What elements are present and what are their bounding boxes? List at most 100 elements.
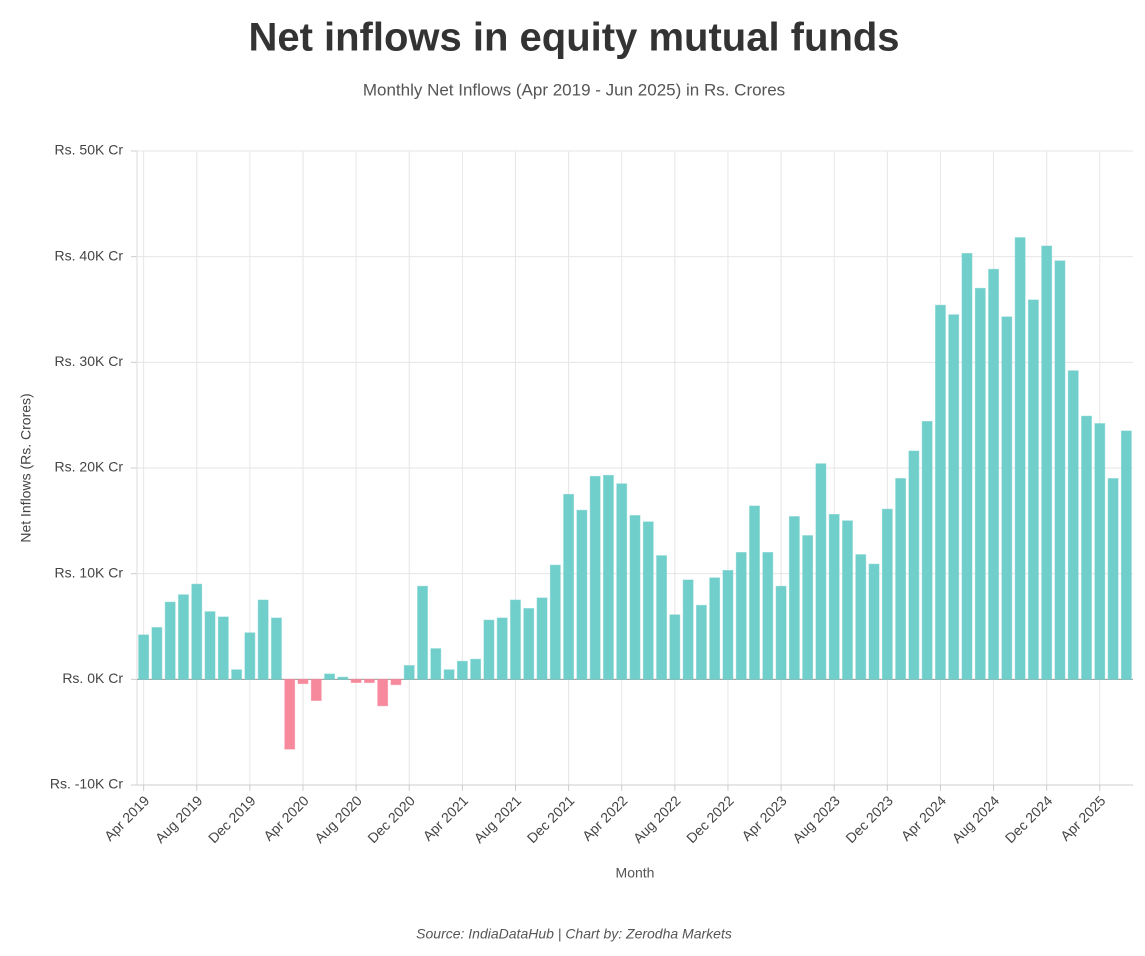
bar bbox=[695, 604, 707, 680]
bar bbox=[935, 304, 946, 680]
bar bbox=[722, 569, 734, 680]
bar bbox=[244, 632, 256, 680]
bar bbox=[1081, 415, 1092, 680]
bar bbox=[1027, 299, 1039, 680]
bar bbox=[629, 515, 641, 680]
bar bbox=[576, 509, 588, 680]
bar bbox=[324, 673, 335, 680]
bar bbox=[895, 478, 907, 680]
bar bbox=[390, 678, 402, 686]
bar bbox=[443, 669, 455, 680]
y-tick-label: Rs. 50K Cr bbox=[55, 142, 124, 158]
bar bbox=[616, 483, 628, 680]
bar bbox=[802, 535, 814, 680]
bar bbox=[496, 617, 508, 680]
y-tick-label: Rs. 20K Cr bbox=[55, 459, 124, 475]
bar bbox=[735, 552, 747, 680]
x-tick-label: Dec 2020 bbox=[364, 792, 418, 846]
bar bbox=[456, 660, 468, 680]
x-tick-label: Aug 2023 bbox=[789, 792, 843, 846]
bar bbox=[151, 627, 163, 680]
bar bbox=[842, 520, 853, 680]
x-tick-label: Apr 2022 bbox=[579, 792, 631, 844]
x-tick-label: Apr 2023 bbox=[738, 792, 790, 844]
bar bbox=[1107, 478, 1119, 680]
bar bbox=[589, 475, 601, 680]
bar bbox=[430, 648, 442, 680]
bar bbox=[656, 555, 667, 680]
bar bbox=[337, 676, 349, 680]
source-note: Source: IndiaDataHub | Chart by: Zerodha… bbox=[416, 926, 732, 942]
x-tick-label: Dec 2022 bbox=[683, 792, 737, 846]
bar bbox=[709, 577, 721, 680]
bar bbox=[749, 505, 760, 680]
bar bbox=[138, 634, 150, 680]
bar bbox=[1054, 260, 1066, 680]
bar bbox=[603, 474, 614, 680]
x-tick-label: Dec 2024 bbox=[1002, 792, 1056, 846]
bar bbox=[775, 585, 787, 680]
bar bbox=[310, 678, 322, 701]
bar bbox=[1120, 430, 1132, 680]
bar bbox=[669, 614, 681, 680]
bar bbox=[1001, 316, 1013, 680]
bar bbox=[271, 617, 282, 680]
x-tick-label: Apr 2024 bbox=[898, 792, 950, 844]
bar bbox=[523, 608, 535, 680]
bar bbox=[164, 601, 176, 680]
x-tick-label: Aug 2021 bbox=[471, 792, 525, 846]
bar bbox=[642, 521, 654, 680]
bar bbox=[178, 594, 189, 680]
y-tick-label: Rs. 40K Cr bbox=[55, 247, 124, 263]
y-tick-label: Rs. 30K Cr bbox=[55, 353, 124, 369]
bar bbox=[948, 314, 960, 680]
bar bbox=[470, 658, 482, 680]
y-tick-label: Rs. -10K Cr bbox=[50, 776, 123, 792]
bar bbox=[881, 508, 893, 680]
bar bbox=[284, 678, 296, 750]
x-tick-label: Apr 2021 bbox=[420, 792, 472, 844]
bar bbox=[921, 421, 933, 680]
bar bbox=[536, 597, 548, 680]
bar bbox=[191, 583, 203, 680]
bar bbox=[377, 678, 389, 707]
bar bbox=[403, 665, 415, 680]
chart-title: Net inflows in equity mutual funds bbox=[248, 16, 899, 60]
bar bbox=[417, 585, 428, 680]
bar bbox=[1094, 423, 1106, 680]
bar bbox=[961, 252, 973, 680]
bar bbox=[231, 669, 243, 680]
x-tick-label: Dec 2023 bbox=[842, 792, 896, 846]
y-tick-label: Rs. 0K Cr bbox=[62, 670, 123, 686]
bar bbox=[974, 287, 986, 680]
bar bbox=[868, 563, 880, 680]
bar bbox=[510, 599, 521, 680]
bar bbox=[549, 564, 561, 680]
bar bbox=[762, 552, 774, 680]
bar bbox=[815, 463, 827, 680]
bar bbox=[297, 678, 309, 685]
bar bbox=[855, 554, 867, 680]
x-tick-label: Aug 2020 bbox=[311, 792, 365, 846]
bar bbox=[908, 450, 920, 680]
chart-subtitle: Monthly Net Inflows (Apr 2019 - Jun 2025… bbox=[363, 80, 785, 99]
y-axis-title: Net Inflows (Rs. Crores) bbox=[18, 393, 34, 542]
x-tick-label: Dec 2019 bbox=[205, 792, 259, 846]
bar bbox=[217, 616, 229, 680]
x-tick-label: Apr 2020 bbox=[260, 792, 312, 844]
bar bbox=[483, 619, 495, 680]
x-tick-label: Apr 2019 bbox=[101, 792, 153, 844]
bar bbox=[563, 493, 575, 680]
x-tick-label: Dec 2021 bbox=[524, 792, 578, 846]
bar bbox=[788, 516, 800, 680]
bar bbox=[682, 579, 694, 680]
bar bbox=[1067, 370, 1079, 680]
bar bbox=[257, 599, 269, 680]
bar bbox=[350, 678, 362, 684]
x-tick-label: Apr 2025 bbox=[1057, 792, 1109, 844]
x-tick-label: Aug 2024 bbox=[949, 792, 1003, 846]
bar bbox=[204, 611, 216, 680]
bar bbox=[828, 513, 840, 680]
x-tick-label: Aug 2022 bbox=[630, 792, 684, 846]
